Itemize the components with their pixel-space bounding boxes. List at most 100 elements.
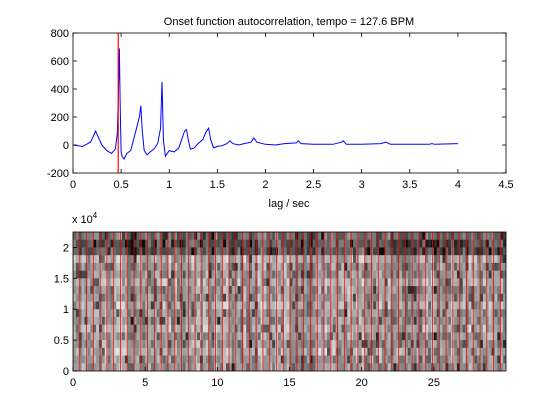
chart-2-heatmap-cell (280, 316, 285, 326)
chart-2-heatmap-cell (257, 270, 262, 279)
chart-2-heatmap-cell (321, 232, 325, 241)
chart-2-heatmap-cell (442, 262, 446, 272)
chart-2-heatmap-cell (176, 316, 181, 326)
chart-2-heatmap-cell (433, 347, 438, 356)
chart-2-heatmap-cell (500, 286, 504, 295)
chart-2-heatmap-cell (280, 270, 285, 279)
chart-2-heatmap-cell (428, 309, 432, 318)
chart-2-heatmap-cell (263, 247, 267, 256)
chart-2-heatmap-cell (249, 239, 253, 248)
chart-2-heatmap-cell (87, 270, 91, 279)
chart-2-heatmap-cell (243, 309, 247, 318)
chart-2-heatmap-cell (110, 278, 114, 287)
chart-2-heatmap-cell (211, 324, 215, 333)
chart-2-heatmap-cell (116, 270, 120, 279)
chart-2-heatmap-cell (488, 286, 492, 295)
chart-2-heatmap-cell (171, 262, 175, 272)
chart-2-heatmap-cell (442, 270, 446, 279)
chart-2-heatmap-cell (381, 316, 386, 326)
chart-2-heatmap-cell (75, 255, 80, 264)
chart-2-heatmap-cell (93, 278, 97, 287)
chart-2-heatmap-cell (116, 340, 120, 349)
chart-2-heatmap-cell (454, 255, 458, 264)
chart-2-heatmap-cell (182, 340, 186, 349)
chart-2-heatmap-cell (122, 278, 126, 287)
chart-2-heatmap-cell (98, 347, 103, 356)
chart-2-heatmap-cell (211, 262, 215, 272)
chart-2-heatmap-cell (350, 324, 354, 333)
chart-2-heatmap-cell (116, 332, 120, 341)
chart-2-heatmap-cell (419, 293, 423, 302)
chart-2-heatmap-cell (246, 278, 250, 287)
chart-2-heatmap-cell (185, 239, 189, 248)
chart-2-heatmap-cell (174, 355, 178, 364)
chart-2-heatmap-cell (376, 309, 380, 318)
chart-2-heatmap-cell (303, 278, 308, 287)
chart-2-ytick-label-1: 0.5 (54, 335, 69, 347)
chart-2-heatmap-cell (309, 309, 313, 318)
chart-2-heatmap-cell (136, 347, 140, 356)
chart-2-heatmap-cell (231, 247, 236, 256)
chart-2-heatmap-cell (171, 247, 175, 256)
chart-2-heatmap-cell (73, 347, 77, 356)
chart-2-heatmap-cell (225, 262, 230, 272)
chart-2-heatmap-cell (327, 239, 331, 248)
chart-2-heatmap-cell (321, 347, 325, 356)
chart-2-heatmap-cell (338, 239, 342, 248)
chart-2-heatmap-cell (422, 340, 426, 349)
chart-2-heatmap-cell (309, 293, 313, 302)
chart-2-heatmap-cell (416, 309, 420, 318)
chart-2-heatmap-cell (488, 270, 492, 279)
chart-2-heatmap-cell (347, 293, 351, 302)
chart-2-heatmap-cell (101, 324, 106, 333)
chart-2-heatmap-cell (442, 286, 446, 295)
chart-2-heatmap-cell (373, 332, 377, 341)
chart-2-heatmap-cell (306, 270, 311, 279)
chart-2-heatmap-cell (364, 316, 368, 326)
chart-2-heatmap-cell (378, 293, 383, 302)
chart-2-heatmap-cell (393, 278, 397, 287)
chart-2-heatmap-cell (104, 363, 109, 371)
chart-2-heatmap-cell (127, 232, 132, 241)
chart-2-heatmap-cell (459, 278, 464, 287)
chart-2-heatmap-cell (301, 232, 305, 241)
chart-2-heatmap-cell (145, 239, 149, 248)
chart-2-heatmap-cell (168, 355, 172, 364)
chart-2-heatmap-cell (116, 247, 120, 256)
chart-2-heatmap-cell (260, 309, 264, 318)
chart-2-heatmap-cell (497, 270, 501, 279)
chart-2-heatmap-cell (257, 286, 262, 295)
chart-2-heatmap-cell (465, 293, 469, 302)
chart-2-heatmap-cell (318, 255, 322, 264)
chart-2-heatmap-cell (329, 247, 334, 256)
chart-2-heatmap-cell (488, 309, 492, 318)
chart-2-heatmap-cell (448, 293, 452, 302)
chart-2-heatmap-cell (459, 363, 464, 371)
chart-2-heatmap-cell (277, 309, 282, 318)
chart-2-heatmap-cell (422, 270, 426, 279)
chart-2-heatmap-cell (176, 347, 181, 356)
chart-2-heatmap-cell (500, 255, 504, 264)
chart-2-heatmap-cell (208, 347, 212, 356)
chart-2-heatmap-cell (142, 347, 146, 356)
chart-2-heatmap-cell (124, 347, 129, 356)
chart-2-heatmap-cell (266, 332, 270, 341)
chart-2-heatmap-cell (246, 301, 250, 310)
chart-2-heatmap-cell (277, 324, 282, 333)
chart-2-heatmap-cell (428, 332, 432, 341)
chart-2-heatmap-cell (364, 270, 368, 279)
chart-2-heatmap-cell (445, 293, 449, 302)
chart-2-heatmap-cell (185, 262, 189, 272)
chart-2-heatmap-cell (485, 340, 490, 349)
chart-2-heatmap-cell (165, 340, 169, 349)
chart-2-heatmap-cell (202, 270, 207, 279)
chart-2-heatmap-cell (303, 232, 308, 241)
chart-2-heatmap-cell (462, 332, 466, 341)
chart-2-heatmap-cell (124, 262, 129, 272)
chart-2-heatmap-cell (110, 247, 114, 256)
chart-2-heatmap-cell (298, 286, 302, 295)
chart-2-heatmap-cell (280, 309, 285, 318)
chart-2-heatmap-cell (165, 347, 169, 356)
chart-2-heatmap-cell (127, 340, 132, 349)
chart-2-heatmap-cell (442, 340, 446, 349)
